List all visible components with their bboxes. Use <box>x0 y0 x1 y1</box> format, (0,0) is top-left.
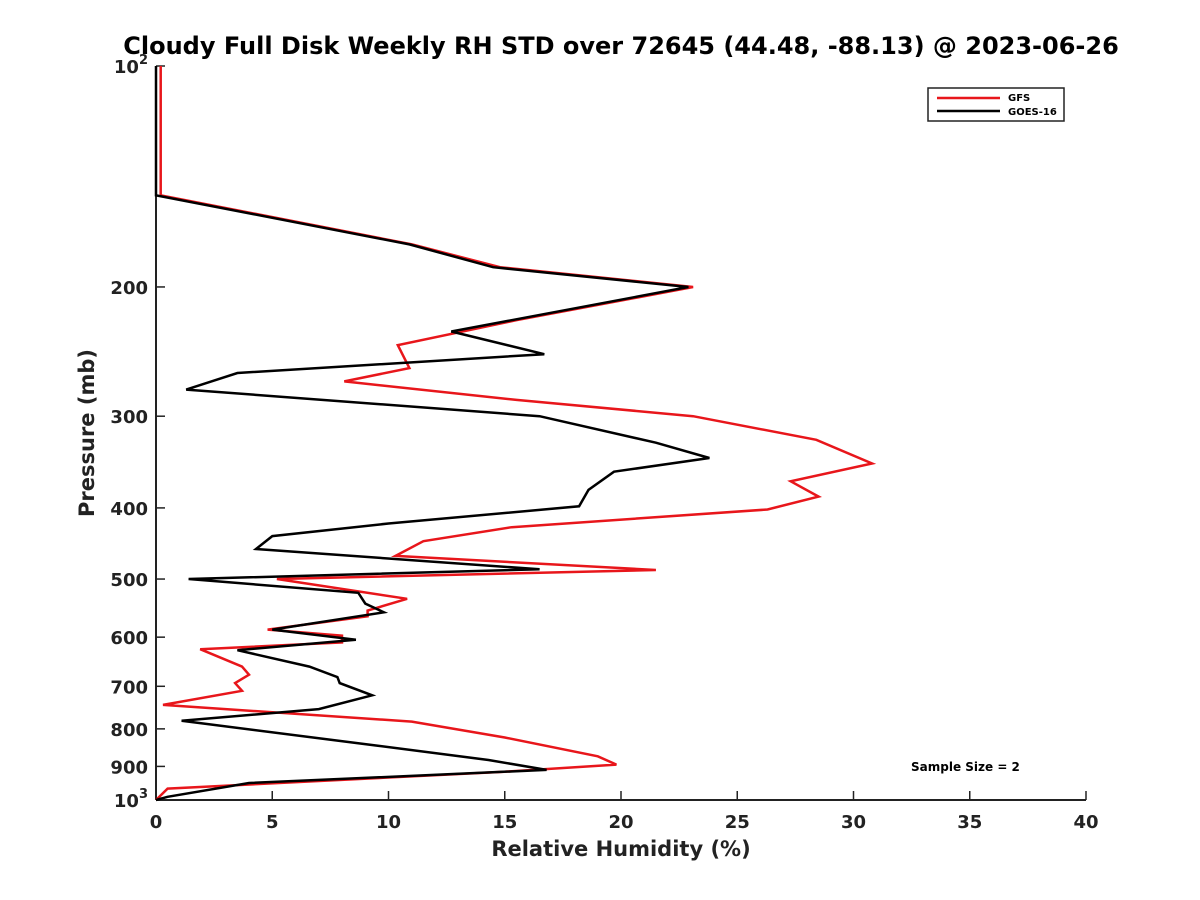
x-ticks: 0 5 10 15 20 25 30 35 40 <box>150 791 1099 833</box>
chart-title: Cloudy Full Disk Weekly RH STD over 7264… <box>123 32 1119 60</box>
x-axis-label: Relative Humidity (%) <box>491 837 750 861</box>
x-tick-label: 25 <box>725 812 750 833</box>
legend: GFS GOES-16 <box>927 87 1065 122</box>
series-line-goes16 <box>154 66 710 802</box>
x-tick-label: 35 <box>957 812 982 833</box>
x-tick-label: 5 <box>266 812 279 833</box>
x-tick-label: 20 <box>608 812 633 833</box>
legend-box <box>927 87 1065 122</box>
series-line-gfs <box>155 66 877 801</box>
x-tick-label: 30 <box>841 812 866 833</box>
x-tick-label: 0 <box>150 812 163 833</box>
sample-size-annotation: Sample Size = 2 <box>911 760 1020 774</box>
y-tick-label: 900 <box>110 757 148 778</box>
y-tick-label: 600 <box>110 628 148 649</box>
series-lines <box>154 66 877 802</box>
y-tick-label: 500 <box>110 570 148 591</box>
y-tick-label: 400 <box>110 499 148 520</box>
y-tick-label: 300 <box>110 407 148 428</box>
x-tick-label: 15 <box>492 812 517 833</box>
y-tick-label: 200 <box>110 278 148 299</box>
x-tick-label: 10 <box>376 812 401 833</box>
legend-label-gfs: GFS <box>1008 93 1030 104</box>
y-tick-label: 700 <box>110 677 148 698</box>
y-tick-label: 800 <box>110 720 148 741</box>
y-axis-label: Pressure (mb) <box>75 349 99 517</box>
legend-label-goes16: GOES-16 <box>1008 107 1057 118</box>
x-tick-label: 40 <box>1073 812 1098 833</box>
